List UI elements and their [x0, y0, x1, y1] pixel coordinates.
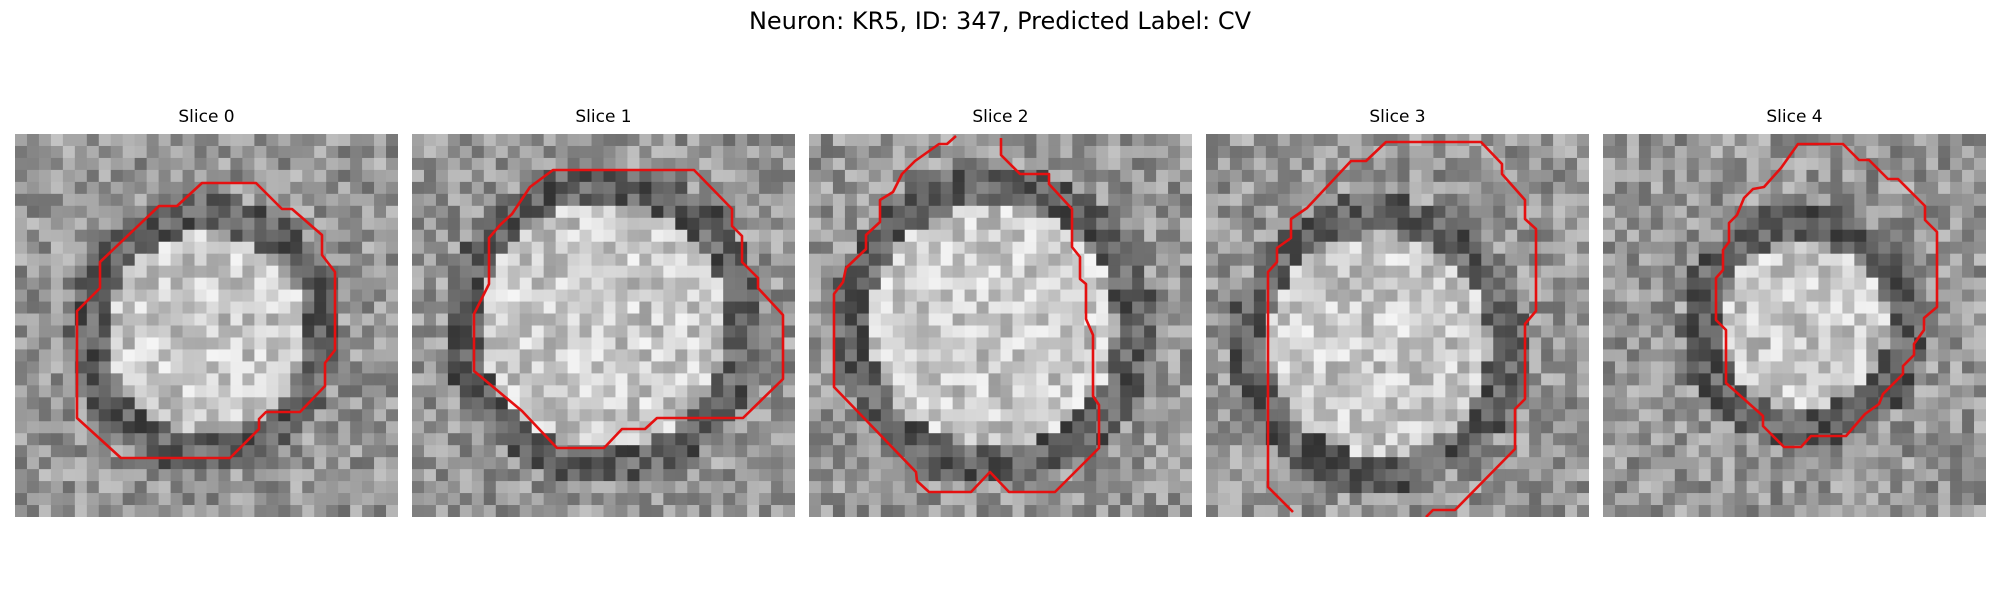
segmentation-contour: [1714, 142, 1939, 449]
grayscale-microscopy-image: [1206, 134, 1589, 517]
segmentation-contour: [1266, 140, 1538, 517]
slice-title: Slice 3: [1369, 107, 1426, 127]
slice-2-image: [809, 134, 1192, 517]
slice-3-image: [1206, 134, 1589, 517]
slice-1-image: [412, 134, 795, 517]
segmentation-contour: [75, 181, 337, 460]
grayscale-microscopy-image: [1603, 134, 1986, 517]
grayscale-microscopy-image: [15, 134, 398, 517]
grayscale-microscopy-image: [412, 134, 795, 517]
segmentation-contour: [472, 168, 785, 450]
slice-title: Slice 4: [1766, 107, 1823, 127]
slice-title: Slice 1: [575, 107, 632, 127]
slice-4-image: [1603, 134, 1986, 517]
slice-title: Slice 2: [972, 107, 1029, 127]
segmentation-contour: [832, 135, 1101, 494]
slice-title: Slice 0: [178, 107, 235, 127]
grayscale-microscopy-image: [809, 134, 1192, 517]
slice-0-image: [15, 134, 398, 517]
figure-title: Neuron: KR5, ID: 347, Predicted Label: C…: [748, 7, 1252, 35]
